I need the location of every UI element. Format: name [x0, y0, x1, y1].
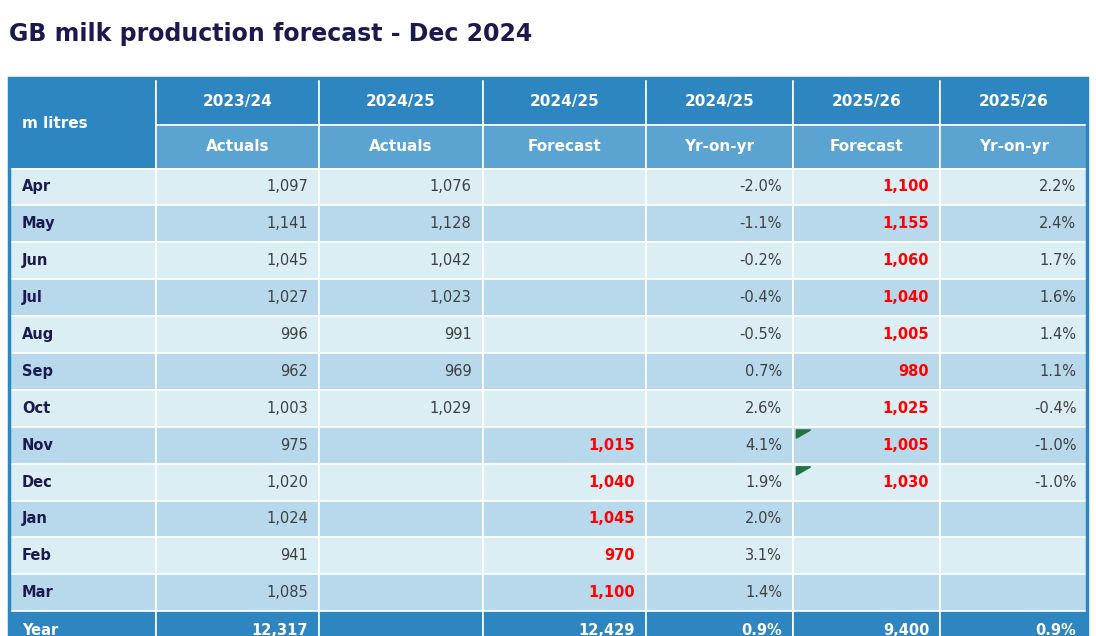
Text: 996: 996 [281, 327, 308, 342]
Text: 970: 970 [605, 548, 635, 563]
Text: -1.0%: -1.0% [1034, 438, 1076, 453]
Text: 991: 991 [444, 327, 471, 342]
Text: 2024/25: 2024/25 [366, 94, 436, 109]
Text: 2024/25: 2024/25 [529, 94, 600, 109]
Text: Feb: Feb [22, 548, 52, 563]
Text: Oct: Oct [22, 401, 50, 416]
Text: -0.2%: -0.2% [740, 253, 783, 268]
Text: 1,085: 1,085 [266, 585, 308, 600]
Text: 941: 941 [281, 548, 308, 563]
Text: 1.7%: 1.7% [1039, 253, 1076, 268]
Text: 3.1%: 3.1% [745, 548, 783, 563]
Text: -2.0%: -2.0% [740, 179, 783, 195]
Text: 2.0%: 2.0% [745, 511, 783, 527]
Text: 9,400: 9,400 [882, 623, 929, 636]
Text: 1.1%: 1.1% [1039, 364, 1076, 379]
Text: 1,029: 1,029 [430, 401, 471, 416]
Text: Yr-on-yr: Yr-on-yr [684, 139, 754, 155]
Text: 1.9%: 1.9% [745, 474, 783, 490]
Text: 1,100: 1,100 [882, 179, 929, 195]
Text: Actuals: Actuals [206, 139, 270, 155]
Text: 1,100: 1,100 [589, 585, 635, 600]
Text: 1,005: 1,005 [882, 327, 929, 342]
Text: Jul: Jul [22, 290, 43, 305]
Text: -1.0%: -1.0% [1034, 474, 1076, 490]
Text: 1.6%: 1.6% [1039, 290, 1076, 305]
Text: 980: 980 [899, 364, 929, 379]
Text: 2.6%: 2.6% [745, 401, 783, 416]
Text: 1,005: 1,005 [882, 438, 929, 453]
Text: 1,076: 1,076 [430, 179, 471, 195]
Text: 1,003: 1,003 [266, 401, 308, 416]
Text: 1,141: 1,141 [266, 216, 308, 232]
Text: 1.4%: 1.4% [1039, 327, 1076, 342]
Text: 975: 975 [281, 438, 308, 453]
Text: 2.4%: 2.4% [1039, 216, 1076, 232]
Text: 1,128: 1,128 [430, 216, 471, 232]
Text: 1,027: 1,027 [266, 290, 308, 305]
Text: 1,040: 1,040 [589, 474, 635, 490]
Text: Apr: Apr [22, 179, 52, 195]
Text: 2024/25: 2024/25 [685, 94, 754, 109]
Text: -0.5%: -0.5% [740, 327, 783, 342]
Text: 1,015: 1,015 [589, 438, 635, 453]
Text: Aug: Aug [22, 327, 54, 342]
Text: Actuals: Actuals [369, 139, 433, 155]
Text: Forecast: Forecast [830, 139, 903, 155]
Text: 1,040: 1,040 [882, 290, 929, 305]
Text: 1,020: 1,020 [266, 474, 308, 490]
Text: Yr-on-yr: Yr-on-yr [979, 139, 1049, 155]
Text: Dec: Dec [22, 474, 53, 490]
Text: 1,060: 1,060 [882, 253, 929, 268]
Text: 969: 969 [444, 364, 471, 379]
Text: Nov: Nov [22, 438, 54, 453]
Text: Forecast: Forecast [527, 139, 602, 155]
Text: 1,045: 1,045 [589, 511, 635, 527]
Text: 1,024: 1,024 [266, 511, 308, 527]
Text: 2023/24: 2023/24 [203, 94, 273, 109]
Text: -1.1%: -1.1% [740, 216, 783, 232]
Text: 962: 962 [281, 364, 308, 379]
Text: 2.2%: 2.2% [1039, 179, 1076, 195]
Text: 2025/26: 2025/26 [979, 94, 1049, 109]
Text: Mar: Mar [22, 585, 54, 600]
Text: 2025/26: 2025/26 [832, 94, 902, 109]
Text: 1,097: 1,097 [266, 179, 308, 195]
Text: 1.4%: 1.4% [745, 585, 783, 600]
Text: Sep: Sep [22, 364, 53, 379]
Text: 1,045: 1,045 [266, 253, 308, 268]
Text: 0.9%: 0.9% [1036, 623, 1076, 636]
Text: 12,429: 12,429 [579, 623, 635, 636]
Text: 1,025: 1,025 [882, 401, 929, 416]
Text: 4.1%: 4.1% [745, 438, 783, 453]
Text: 12,317: 12,317 [252, 623, 308, 636]
Text: 0.7%: 0.7% [745, 364, 783, 379]
Text: May: May [22, 216, 56, 232]
Text: -0.4%: -0.4% [740, 290, 783, 305]
Text: Year: Year [22, 623, 58, 636]
Text: 1,042: 1,042 [430, 253, 471, 268]
Text: 1,155: 1,155 [882, 216, 929, 232]
Text: m litres: m litres [22, 116, 88, 130]
Text: GB milk production forecast - Dec 2024: GB milk production forecast - Dec 2024 [9, 22, 532, 46]
Text: -0.4%: -0.4% [1034, 401, 1076, 416]
Text: 0.9%: 0.9% [741, 623, 783, 636]
Text: Jun: Jun [22, 253, 48, 268]
Text: Jan: Jan [22, 511, 48, 527]
Text: 1,030: 1,030 [882, 474, 929, 490]
Text: 1,023: 1,023 [430, 290, 471, 305]
